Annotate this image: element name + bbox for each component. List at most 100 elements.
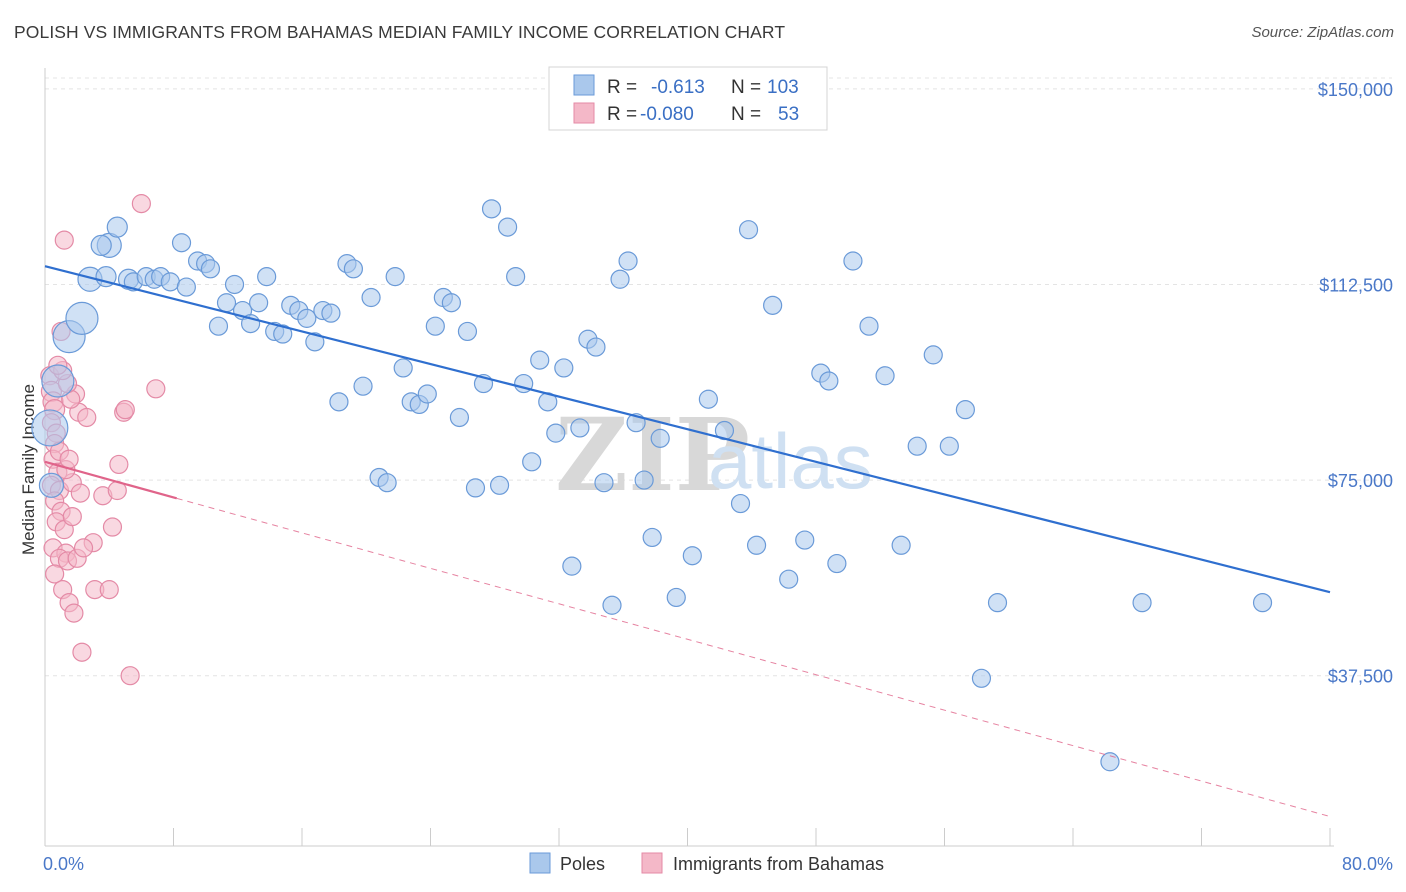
point-poles [224, 274, 245, 295]
point-poles [795, 530, 815, 550]
point-poles [642, 527, 662, 548]
point-poles [297, 308, 317, 328]
point-poles [321, 303, 341, 323]
point-bahamas [99, 580, 119, 600]
bottom-legend-swatch-poles [529, 852, 551, 874]
point-poles [377, 473, 397, 493]
point-poles [618, 251, 638, 271]
point-poles [779, 569, 799, 589]
point-poles [457, 321, 478, 342]
point-bahamas [120, 666, 140, 686]
point-poles [907, 436, 927, 456]
point-poles [939, 436, 959, 456]
legend-r-label: R = [607, 104, 637, 125]
trend-line-poles [44, 265, 1331, 594]
point-poles [257, 267, 277, 287]
point-poles [216, 293, 237, 313]
point-poles [498, 217, 518, 237]
x-tick-label-max: 80.0% [1342, 854, 1393, 874]
point-poles [106, 216, 128, 238]
point-poles [554, 358, 574, 378]
y-tick-label: $112,500 [1319, 275, 1393, 295]
point-poles [385, 267, 405, 287]
legend-box: R = -0.613 N = 103 R = -0.080 N = 53 [548, 66, 828, 131]
point-poles [875, 366, 895, 386]
point-poles [610, 269, 630, 289]
point-poles [650, 428, 670, 448]
legend-r-value-bahamas: -0.080 [640, 104, 694, 125]
bottom-legend-swatch-bahamas [641, 852, 663, 874]
point-poles [746, 535, 767, 555]
point-poles [417, 384, 437, 404]
point-poles [594, 473, 614, 493]
point-poles [546, 423, 566, 443]
point-poles [171, 233, 192, 253]
point-bahamas [131, 194, 151, 214]
point-poles [602, 595, 622, 615]
point-poles [1252, 593, 1273, 613]
bottom-legend-label-bahamas: Immigrants from Bahamas [673, 854, 884, 874]
point-poles [465, 478, 486, 498]
point-poles [160, 272, 180, 292]
point-poles [666, 587, 686, 608]
point-poles [329, 392, 349, 412]
point-poles [343, 259, 363, 279]
chart-title: POLISH VS IMMIGRANTS FROM BAHAMAS MEDIAN… [14, 22, 786, 42]
point-poles [730, 493, 751, 514]
point-bahamas [62, 506, 82, 527]
point-poles [273, 324, 293, 344]
point-poles [353, 376, 373, 396]
point-poles [987, 593, 1008, 613]
point-poles [31, 409, 69, 447]
point-bahamas [146, 379, 166, 399]
point-poles [971, 668, 992, 688]
legend-swatch-bahamas [573, 102, 595, 124]
point-poles [1132, 593, 1152, 613]
point-poles [38, 472, 65, 498]
point-bahamas [77, 407, 97, 428]
point-poles [530, 350, 550, 370]
legend-swatch-poles [573, 74, 595, 96]
source-credit: Source: ZipAtlas.com [1251, 24, 1394, 41]
point-poles [65, 301, 99, 335]
point-poles [819, 371, 839, 391]
legend-n-value-poles: 103 [767, 77, 799, 98]
legend-n-value-bahamas: 53 [778, 104, 799, 125]
y-tick-label: $75,000 [1328, 471, 1393, 491]
series-poles [31, 199, 1273, 772]
point-poles [570, 418, 590, 438]
point-poles [361, 287, 381, 308]
point-poles [586, 337, 606, 357]
watermark-zip: ZIP [555, 396, 750, 514]
point-poles [891, 535, 911, 555]
y-axis-label: Median Family Income [19, 384, 38, 555]
point-bahamas [115, 400, 135, 420]
x-tick-label-min: 0.0% [43, 854, 84, 874]
legend-r-label: R = [607, 77, 637, 98]
point-poles [522, 452, 542, 472]
point-bahamas [54, 230, 74, 250]
point-poles [425, 316, 445, 336]
legend-r-value-poles: -0.613 [651, 77, 705, 98]
point-poles [562, 556, 582, 576]
tick-labels: $37,500 $75,000 $112,500 $150,000 0.0% 80.0% [43, 80, 1393, 874]
point-poles [698, 389, 718, 409]
point-bahamas [72, 642, 92, 662]
point-poles [763, 295, 783, 315]
point-poles [738, 220, 759, 240]
trend-line-bahamas [44, 460, 178, 500]
point-bahamas [64, 603, 84, 623]
point-poles [41, 364, 75, 398]
point-poles [923, 345, 943, 365]
bottom-legend: Poles Immigrants from Bahamas [529, 852, 884, 874]
legend-n-label: N = [731, 77, 761, 98]
point-poles [827, 553, 847, 574]
point-poles [843, 251, 863, 271]
point-poles [208, 316, 229, 336]
point-bahamas [45, 564, 65, 584]
point-poles [489, 475, 510, 495]
point-poles [506, 267, 526, 287]
trend-lines [44, 265, 1331, 818]
point-poles [249, 293, 269, 313]
point-poles [449, 407, 470, 428]
